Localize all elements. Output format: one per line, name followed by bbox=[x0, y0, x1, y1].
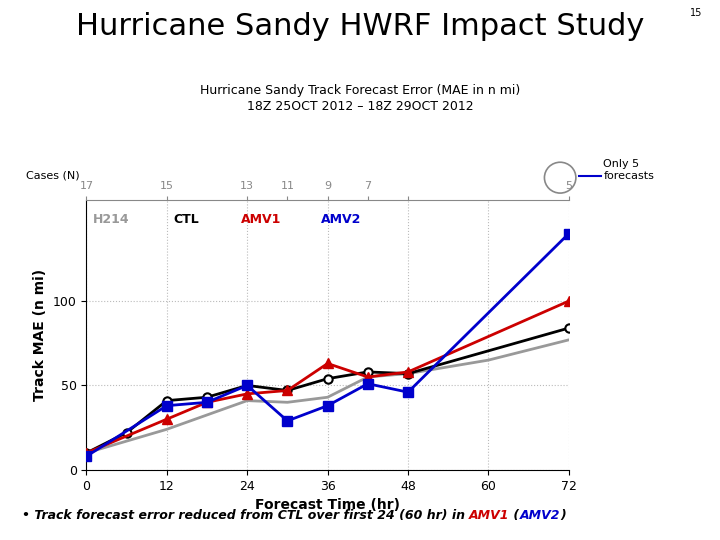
Text: H214: H214 bbox=[93, 213, 130, 226]
Text: AMV2: AMV2 bbox=[321, 213, 361, 226]
Text: • Track forecast error reduced from CTL over first 24 (60 hr) in: • Track forecast error reduced from CTL … bbox=[22, 509, 469, 522]
Text: Only 5
forecasts: Only 5 forecasts bbox=[603, 159, 654, 181]
X-axis label: Forecast Time (hr): Forecast Time (hr) bbox=[255, 498, 400, 512]
Text: ): ) bbox=[560, 509, 566, 522]
Text: Hurricane Sandy Track Forecast Error (MAE in n mi): Hurricane Sandy Track Forecast Error (MA… bbox=[200, 84, 520, 97]
Text: AMV1: AMV1 bbox=[469, 509, 510, 522]
Text: CTL: CTL bbox=[174, 213, 199, 226]
Text: (: ( bbox=[510, 509, 520, 522]
Text: 18Z 25OCT 2012 – 18Z 29OCT 2012: 18Z 25OCT 2012 – 18Z 29OCT 2012 bbox=[247, 100, 473, 113]
Text: AMV2: AMV2 bbox=[520, 509, 560, 522]
Text: 15: 15 bbox=[690, 8, 702, 18]
Text: AMV1: AMV1 bbox=[240, 213, 281, 226]
Text: Cases (N): Cases (N) bbox=[26, 171, 79, 180]
Text: Hurricane Sandy HWRF Impact Study: Hurricane Sandy HWRF Impact Study bbox=[76, 12, 644, 41]
Y-axis label: Track MAE (n mi): Track MAE (n mi) bbox=[33, 269, 48, 401]
